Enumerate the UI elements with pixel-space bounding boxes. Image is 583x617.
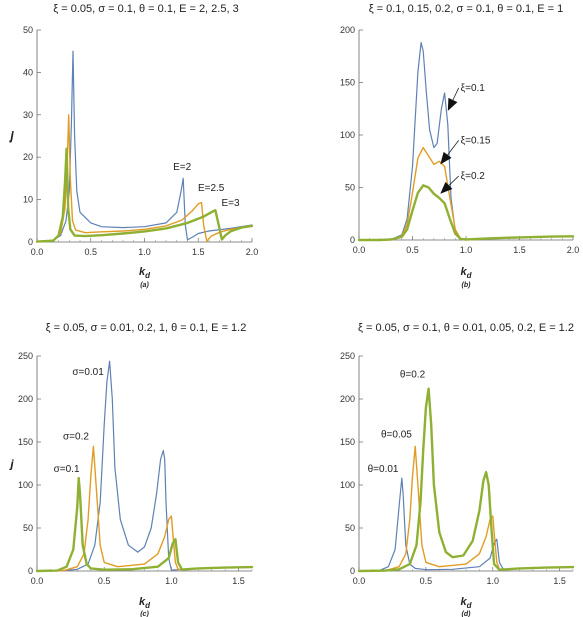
y-tick-label: 0 xyxy=(28,566,33,576)
x-tick-label: 1.0 xyxy=(486,576,499,586)
x-tick-label: 2.0 xyxy=(246,247,259,257)
annotation-arrowhead xyxy=(440,151,452,165)
x-tick-label: 1.5 xyxy=(513,245,526,255)
series-line-1 xyxy=(358,146,574,241)
panel-sublabel: (a) xyxy=(140,282,149,289)
y-tick-label: 50 xyxy=(345,183,355,193)
x-tick-label: 1.5 xyxy=(232,576,245,586)
chart-title: ξ = 0.05, σ = 0.1, θ = 0.1, E = 2, 2.5, … xyxy=(53,3,238,15)
x-axis-label: kd xyxy=(460,596,472,610)
series-line-2 xyxy=(35,476,254,573)
y-tick-label: 100 xyxy=(340,130,355,140)
annotation-label: ξ=0.2 xyxy=(461,171,486,182)
x-tick-label: 0.0 xyxy=(31,247,44,257)
chart-panel-b: ξ = 0.1, 0.15, 0.2, σ = 0.1, θ = 0.1, E … xyxy=(8,3,579,289)
x-axis-label: kd xyxy=(139,596,151,610)
annotation-label: θ=0.05 xyxy=(381,430,412,441)
y-tick-label: 250 xyxy=(340,351,355,361)
x-tick-label: 2.0 xyxy=(567,245,580,255)
y-tick-label: 100 xyxy=(340,480,355,490)
annotation-label: σ=0.2 xyxy=(63,431,89,442)
x-axis-label: kd xyxy=(460,266,472,280)
chart-panel-d: ξ = 0.05, σ = 0.1, θ = 0.01, 0.05, 0.2, … xyxy=(8,322,575,617)
y-tick-label: 30 xyxy=(23,110,33,120)
chart-title: ξ = 0.05, σ = 0.01, 0.2, 1, θ = 0.1, E =… xyxy=(46,322,247,334)
x-tick-label: 0.5 xyxy=(98,576,111,586)
series-line-0 xyxy=(358,477,574,572)
series-line-0 xyxy=(36,50,253,243)
annotation-label: σ=0.1 xyxy=(54,464,80,475)
x-tick-label: 0.0 xyxy=(353,245,366,255)
y-tick-label: 200 xyxy=(340,25,355,35)
y-tick-label: 20 xyxy=(23,152,33,162)
y-tick-label: 150 xyxy=(340,78,355,88)
series-line-0 xyxy=(36,360,253,572)
annotation-arrowhead xyxy=(447,97,458,111)
y-tick-label: 0 xyxy=(28,237,33,247)
x-tick-label: 0.0 xyxy=(31,576,44,586)
y-axis-label: j xyxy=(8,459,14,471)
y-tick-label: 10 xyxy=(23,195,33,205)
series-line-2 xyxy=(357,387,575,573)
annotation-arrow-line xyxy=(452,87,460,101)
annotation-label: E=2.5 xyxy=(198,183,225,194)
x-tick-label: 1.0 xyxy=(138,247,151,257)
annotation-arrow-line xyxy=(447,140,459,156)
chart-panel-a: ξ = 0.05, σ = 0.1, θ = 0.1, E = 2, 2.5, … xyxy=(8,3,258,289)
annotation-label: ξ=0.1 xyxy=(461,83,486,94)
x-tick-label: 0.5 xyxy=(406,245,419,255)
series-line-2 xyxy=(357,184,575,242)
annotation-label: ξ=0.15 xyxy=(461,135,491,146)
y-axis-label: j xyxy=(8,130,14,142)
x-tick-label: 0.5 xyxy=(420,576,433,586)
y-tick-label: 150 xyxy=(340,437,355,447)
x-tick-label: 0.5 xyxy=(84,247,97,257)
annotation-arrowhead xyxy=(440,181,453,194)
annotation-label: θ=0.2 xyxy=(400,370,426,381)
series-line-1 xyxy=(36,445,253,572)
x-axis-label: kd xyxy=(139,266,151,280)
panel-sublabel: (b) xyxy=(462,282,472,289)
chart-panel-c: ξ = 0.05, σ = 0.01, 0.2, 1, θ = 0.1, E =… xyxy=(8,322,254,617)
series-line-2 xyxy=(35,147,254,243)
panel-sublabel: (c) xyxy=(140,611,149,617)
x-tick-label: 0.0 xyxy=(353,576,366,586)
x-tick-label: 1.5 xyxy=(192,247,205,257)
annotation-label: θ=0.01 xyxy=(368,464,399,475)
y-tick-label: 0 xyxy=(350,566,355,576)
y-tick-label: 100 xyxy=(18,480,33,490)
y-tick-label: 150 xyxy=(18,437,33,447)
panel-sublabel: (d) xyxy=(462,611,472,617)
y-tick-label: 250 xyxy=(18,351,33,361)
annotation-label: σ=0.01 xyxy=(72,367,104,378)
y-tick-label: 40 xyxy=(23,67,33,77)
x-tick-label: 1.5 xyxy=(553,576,566,586)
y-axis-label: j xyxy=(8,459,14,471)
y-tick-label: 200 xyxy=(340,394,355,404)
annotation-label: E=3 xyxy=(221,198,240,209)
y-tick-label: 0 xyxy=(350,235,355,245)
y-tick-label: 50 xyxy=(345,523,355,533)
y-tick-label: 200 xyxy=(18,394,33,404)
annotation-arrow-line xyxy=(448,175,459,186)
chart-title: ξ = 0.1, 0.15, 0.2, σ = 0.1, θ = 0.1, E … xyxy=(369,3,564,15)
x-tick-label: 1.0 xyxy=(460,245,473,255)
y-tick-label: 50 xyxy=(23,523,33,533)
chart-title: ξ = 0.05, σ = 0.1, θ = 0.01, 0.05, 0.2, … xyxy=(358,322,574,334)
y-tick-label: 50 xyxy=(23,25,33,35)
annotation-label: E=2 xyxy=(173,162,192,173)
x-tick-label: 1.0 xyxy=(165,576,178,586)
y-axis-label: j xyxy=(8,131,14,143)
